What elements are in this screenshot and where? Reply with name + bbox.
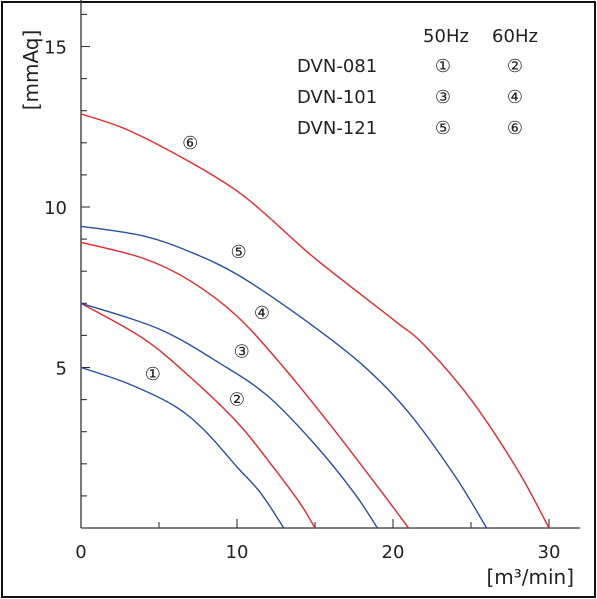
- legend-marker-4: ④: [507, 87, 523, 108]
- tick-labels: 0 10 20 30 5 10 15: [44, 38, 560, 564]
- x-tick-label-10: 10: [226, 542, 249, 563]
- curve-label-5: ⑤: [230, 242, 246, 263]
- curves: [80, 113, 550, 529]
- legend-marker-1: ①: [435, 56, 451, 77]
- legend-model-dvn-121: DVN-121: [297, 118, 377, 139]
- x-tick-label-20: 20: [382, 542, 405, 563]
- curve-label-4: ④: [254, 303, 270, 324]
- curve-label-6: ⑥: [182, 133, 198, 154]
- curve-label-1: ①: [145, 364, 161, 385]
- legend-marker-6: ⑥: [507, 118, 523, 139]
- curve-label-3: ③: [234, 341, 250, 362]
- y-tick-label-15: 15: [44, 38, 67, 59]
- curve-labels: ① ② ③④ ⑤ ⑥: [145, 133, 270, 411]
- legend: 50Hz 60Hz DVN-081 ① ② DVN-101 ③ ④ DVN-12…: [297, 26, 538, 139]
- legend-model-dvn-081: DVN-081: [297, 56, 377, 77]
- curve-1: [80, 366, 285, 529]
- x-axis-title: [m³/min]: [486, 565, 574, 589]
- legend-marker-5: ⑤: [435, 118, 451, 139]
- x-tick-label-0: 0: [75, 542, 86, 563]
- y-tick-label-10: 10: [44, 198, 67, 219]
- y-tick-label-5: 5: [56, 359, 67, 380]
- y-axis-title: [mmAq]: [19, 30, 43, 111]
- legend-marker-2: ②: [507, 56, 523, 77]
- curve-6: [80, 113, 550, 529]
- legend-header-50hz: 50Hz: [423, 26, 469, 47]
- legend-header-60hz: 60Hz: [492, 26, 538, 47]
- curve-4: [80, 241, 410, 529]
- curve-5: [80, 225, 488, 529]
- legend-model-dvn-101: DVN-101: [297, 87, 377, 108]
- curve-3: [80, 302, 378, 529]
- curve-label-2: ②: [229, 390, 245, 411]
- x-tick-label-30: 30: [538, 542, 561, 563]
- legend-marker-3: ③: [435, 87, 451, 108]
- curve-2: [80, 302, 316, 529]
- axes: [80, 0, 581, 529]
